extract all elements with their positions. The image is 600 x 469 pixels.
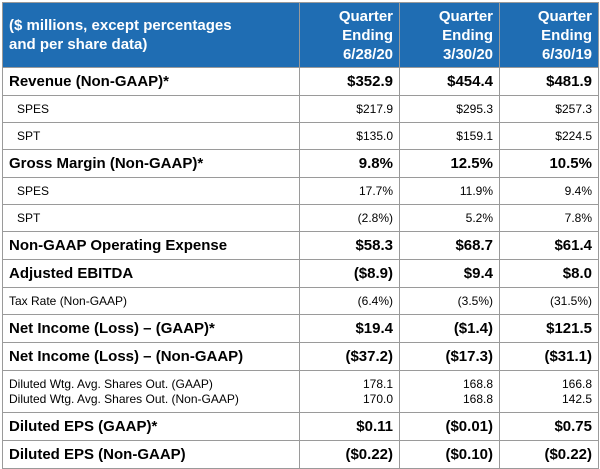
value-cell: 12.5% [399, 149, 500, 178]
row-label: Revenue (Non-GAAP)* [2, 67, 300, 96]
period-date: 6/30/19 [541, 45, 592, 63]
row-label: SPES [2, 177, 300, 205]
period-line-2: Ending [442, 26, 493, 44]
header-label-line-2: and per share data) [9, 36, 148, 53]
value-cell: ($0.01) [399, 412, 500, 441]
row-revenue-spt: SPT $135.0 $159.1 $224.5 [2, 122, 599, 150]
value-cell: ($1.4) [399, 314, 500, 343]
row-label: Gross Margin (Non-GAAP)* [2, 149, 300, 178]
shares-value-non-gaap: 168.8 [462, 391, 493, 406]
row-diluted-eps-gaap: Diluted EPS (GAAP)* $0.11 ($0.01) $0.75 [2, 412, 599, 441]
value-cell: ($0.10) [399, 440, 500, 469]
row-operating-expense: Non-GAAP Operating Expense $58.3 $68.7 $… [2, 231, 599, 260]
value-cell: $0.75 [499, 412, 599, 441]
value-cell: $224.5 [499, 122, 599, 150]
value-cell: (31.5%) [499, 287, 599, 315]
row-diluted-shares: Diluted Wtg. Avg. Shares Out. (GAAP) Dil… [2, 370, 599, 413]
value-cell: 5.2% [399, 204, 500, 232]
header-row: ($ millions, except percentages and per … [2, 2, 599, 68]
value-cell: 7.8% [499, 204, 599, 232]
value-cell: 10.5% [499, 149, 599, 178]
shares-value-gaap: 178.1 [362, 376, 393, 391]
value-cell: (6.4%) [299, 287, 400, 315]
row-label: Diluted Wtg. Avg. Shares Out. (GAAP) Dil… [2, 370, 300, 413]
row-label: Diluted EPS (Non-GAAP) [2, 440, 300, 469]
value-cell: $121.5 [499, 314, 599, 343]
value-cell: $352.9 [299, 67, 400, 96]
shares-value-gaap: 166.8 [561, 376, 592, 391]
value-cell: ($0.22) [499, 440, 599, 469]
row-label: Diluted EPS (GAAP)* [2, 412, 300, 441]
value-cell: ($8.9) [299, 259, 400, 288]
header-period-6-28-20: Quarter Ending 6/28/20 [299, 2, 400, 68]
value-cell: $61.4 [499, 231, 599, 260]
row-revenue: Revenue (Non-GAAP)* $352.9 $454.4 $481.9 [2, 67, 599, 96]
header-period-6-30-19: Quarter Ending 6/30/19 [499, 2, 599, 68]
value-cell: ($31.1) [499, 342, 599, 371]
value-cell: $295.3 [399, 95, 500, 123]
header-period-3-30-20: Quarter Ending 3/30/20 [399, 2, 500, 68]
value-cell: ($0.22) [299, 440, 400, 469]
value-cell: $0.11 [299, 412, 400, 441]
shares-label-gaap: Diluted Wtg. Avg. Shares Out. (GAAP) [9, 376, 213, 391]
row-adjusted-ebitda: Adjusted EBITDA ($8.9) $9.4 $8.0 [2, 259, 599, 288]
header-label-cell: ($ millions, except percentages and per … [2, 2, 300, 68]
period-line-1: Quarter [338, 7, 393, 25]
value-cell: 9.4% [499, 177, 599, 205]
row-label: Adjusted EBITDA [2, 259, 300, 288]
value-cell: (3.5%) [399, 287, 500, 315]
period-date: 3/30/20 [442, 45, 493, 63]
value-cell: ($37.2) [299, 342, 400, 371]
value-cell: 168.8 168.8 [399, 370, 500, 413]
row-revenue-spes: SPES $217.9 $295.3 $257.3 [2, 95, 599, 123]
period-line-2: Ending [541, 26, 592, 44]
value-cell: $19.4 [299, 314, 400, 343]
row-label: SPES [2, 95, 300, 123]
row-gross-margin-spt: SPT (2.8%) 5.2% 7.8% [2, 204, 599, 232]
row-label: Net Income (Loss) – (Non-GAAP) [2, 342, 300, 371]
row-net-income-gaap: Net Income (Loss) – (GAAP)* $19.4 ($1.4)… [2, 314, 599, 343]
value-cell: 17.7% [299, 177, 400, 205]
row-label: SPT [2, 204, 300, 232]
value-cell: $159.1 [399, 122, 500, 150]
row-label: Net Income (Loss) – (GAAP)* [2, 314, 300, 343]
value-cell: $8.0 [499, 259, 599, 288]
value-cell: 11.9% [399, 177, 500, 205]
value-cell: $454.4 [399, 67, 500, 96]
row-label: SPT [2, 122, 300, 150]
period-line-1: Quarter [438, 7, 493, 25]
value-cell: $9.4 [399, 259, 500, 288]
value-cell: $257.3 [499, 95, 599, 123]
value-cell: 9.8% [299, 149, 400, 178]
value-cell: $481.9 [499, 67, 599, 96]
value-cell: 166.8 142.5 [499, 370, 599, 413]
value-cell: $217.9 [299, 95, 400, 123]
shares-value-non-gaap: 170.0 [362, 391, 393, 406]
period-line-2: Ending [342, 26, 393, 44]
value-cell: $58.3 [299, 231, 400, 260]
row-net-income-non-gaap: Net Income (Loss) – (Non-GAAP) ($37.2) (… [2, 342, 599, 371]
row-tax-rate: Tax Rate (Non-GAAP) (6.4%) (3.5%) (31.5%… [2, 287, 599, 315]
value-cell: (2.8%) [299, 204, 400, 232]
value-cell: $135.0 [299, 122, 400, 150]
row-diluted-eps-non-gaap: Diluted EPS (Non-GAAP) ($0.22) ($0.10) (… [2, 440, 599, 469]
shares-value-gaap: 168.8 [462, 376, 493, 391]
period-line-1: Quarter [537, 7, 592, 25]
value-cell: ($17.3) [399, 342, 500, 371]
header-label-line-1: ($ millions, except percentages [9, 17, 232, 34]
row-label: Tax Rate (Non-GAAP) [2, 287, 300, 315]
shares-value-non-gaap: 142.5 [561, 391, 592, 406]
period-date: 6/28/20 [342, 45, 393, 63]
shares-label-non-gaap: Diluted Wtg. Avg. Shares Out. (Non-GAAP) [9, 391, 239, 406]
row-gross-margin: Gross Margin (Non-GAAP)* 9.8% 12.5% 10.5… [2, 149, 599, 178]
value-cell: $68.7 [399, 231, 500, 260]
value-cell: 178.1 170.0 [299, 370, 400, 413]
row-label: Non-GAAP Operating Expense [2, 231, 300, 260]
row-gross-margin-spes: SPES 17.7% 11.9% 9.4% [2, 177, 599, 205]
